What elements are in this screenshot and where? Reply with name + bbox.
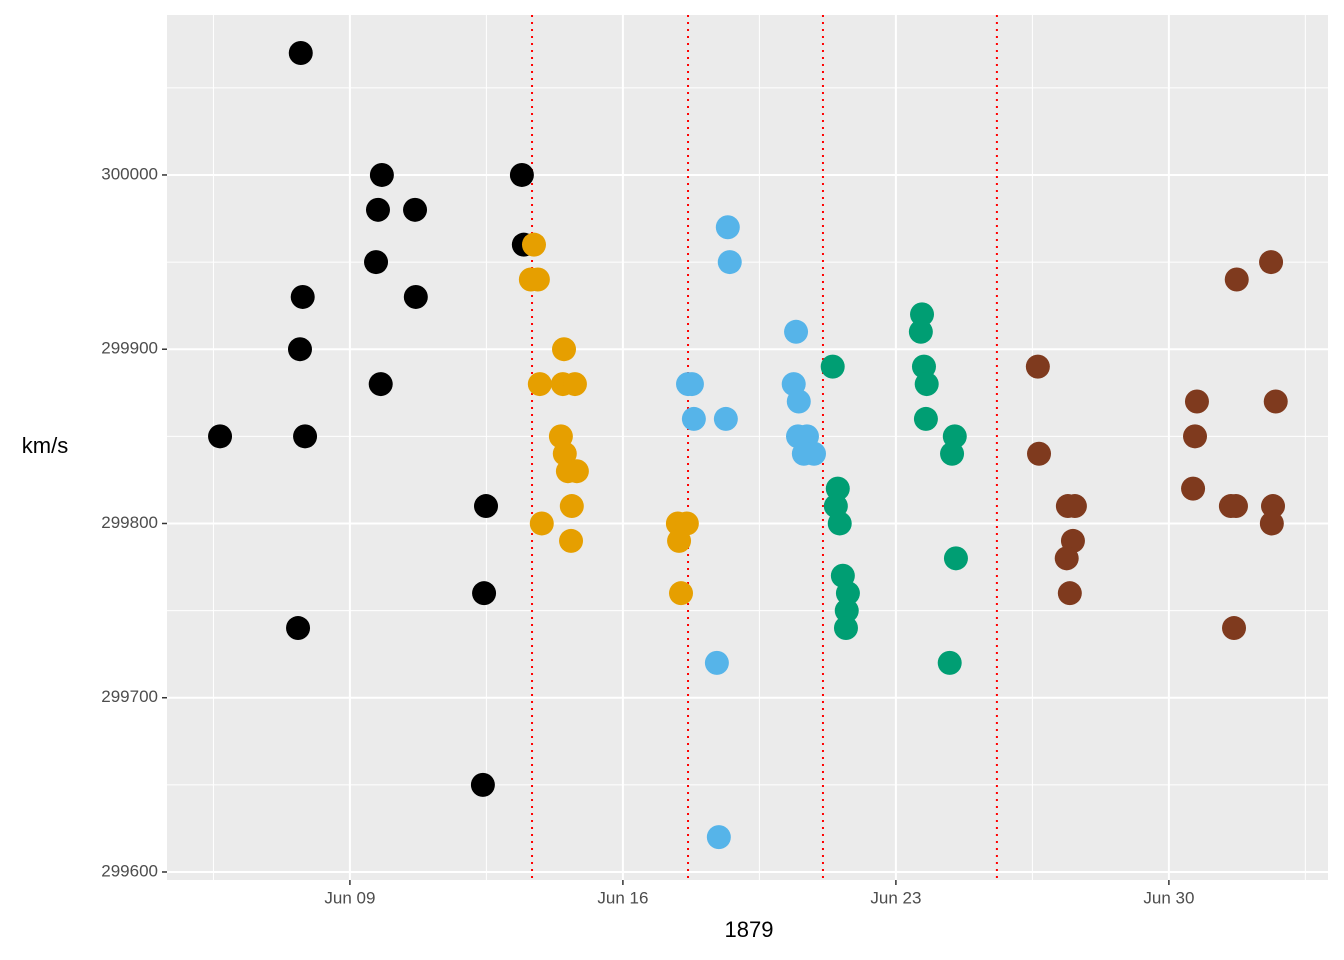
- x-tick-label: Jun 30: [1143, 888, 1194, 907]
- x-tick-label: Jun 16: [597, 888, 648, 907]
- y-axis-label: km/s: [22, 433, 68, 458]
- point: [913, 406, 938, 431]
- point: [509, 162, 534, 187]
- point: [290, 284, 315, 309]
- point: [287, 337, 312, 362]
- point: [521, 232, 546, 257]
- point: [1027, 441, 1052, 466]
- point: [364, 250, 389, 275]
- point: [1223, 494, 1248, 519]
- point: [943, 546, 968, 571]
- point: [669, 581, 694, 606]
- point: [833, 616, 858, 641]
- point: [825, 476, 850, 501]
- point: [820, 354, 845, 379]
- point: [529, 511, 554, 536]
- point: [470, 772, 495, 797]
- point: [786, 389, 811, 414]
- point: [1261, 494, 1286, 519]
- plot-panel: [167, 15, 1328, 880]
- point: [835, 581, 860, 606]
- point: [937, 650, 962, 675]
- point: [286, 616, 311, 641]
- x-tick-label: Jun 23: [870, 888, 921, 907]
- point: [704, 650, 729, 675]
- point: [525, 267, 550, 292]
- point: [1025, 354, 1050, 379]
- point: [681, 406, 706, 431]
- point: [940, 441, 965, 466]
- point: [403, 284, 428, 309]
- point: [369, 162, 394, 187]
- point: [715, 215, 740, 240]
- point: [667, 528, 692, 553]
- x-axis-label: 1879: [725, 917, 774, 942]
- point: [1183, 424, 1208, 449]
- point: [801, 441, 826, 466]
- point: [559, 528, 584, 553]
- point: [527, 372, 552, 397]
- point: [559, 494, 584, 519]
- y-tick-label: 299900: [101, 339, 158, 358]
- x-tick-label: Jun 09: [324, 888, 375, 907]
- point: [1181, 476, 1206, 501]
- point: [706, 825, 731, 850]
- point: [1263, 389, 1288, 414]
- point: [910, 302, 935, 327]
- point: [368, 372, 393, 397]
- y-tick-label: 299600: [101, 861, 158, 880]
- y-tick-label: 299700: [101, 687, 158, 706]
- point: [1224, 267, 1249, 292]
- point: [834, 598, 859, 623]
- point: [1062, 494, 1087, 519]
- point: [562, 372, 587, 397]
- point: [914, 372, 939, 397]
- y-tick-label: 299800: [101, 513, 158, 532]
- y-tick-label: 300000: [101, 164, 158, 183]
- point: [208, 424, 233, 449]
- point: [288, 40, 313, 65]
- point: [1057, 581, 1082, 606]
- point: [1054, 546, 1079, 571]
- point: [403, 197, 428, 222]
- point: [1184, 389, 1209, 414]
- point: [908, 319, 933, 344]
- point: [472, 581, 497, 606]
- point: [784, 319, 809, 344]
- point: [474, 494, 499, 519]
- point: [1259, 511, 1284, 536]
- point: [1222, 616, 1247, 641]
- point: [564, 459, 589, 484]
- point: [552, 337, 577, 362]
- point: [717, 250, 742, 275]
- point: [713, 406, 738, 431]
- point: [827, 511, 852, 536]
- point: [365, 197, 390, 222]
- point: [293, 424, 318, 449]
- point: [679, 372, 704, 397]
- point: [1259, 250, 1284, 275]
